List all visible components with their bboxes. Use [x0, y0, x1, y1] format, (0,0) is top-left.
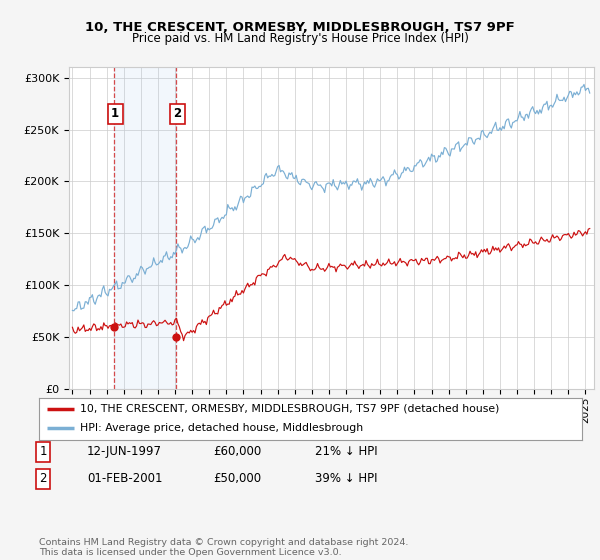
Text: Price paid vs. HM Land Registry's House Price Index (HPI): Price paid vs. HM Land Registry's House …: [131, 32, 469, 45]
Text: Contains HM Land Registry data © Crown copyright and database right 2024.
This d: Contains HM Land Registry data © Crown c…: [39, 538, 409, 557]
Text: 39% ↓ HPI: 39% ↓ HPI: [315, 472, 377, 486]
Text: HPI: Average price, detached house, Middlesbrough: HPI: Average price, detached house, Midd…: [80, 423, 363, 433]
Text: 2: 2: [40, 472, 47, 486]
Text: £60,000: £60,000: [213, 445, 261, 459]
Text: 01-FEB-2001: 01-FEB-2001: [87, 472, 163, 486]
Text: £50,000: £50,000: [213, 472, 261, 486]
Bar: [115, 67, 176, 389]
Text: 21% ↓ HPI: 21% ↓ HPI: [315, 445, 377, 459]
Text: 10, THE CRESCENT, ORMESBY, MIDDLESBROUGH, TS7 9PF (detached house): 10, THE CRESCENT, ORMESBY, MIDDLESBROUGH…: [80, 404, 499, 414]
Text: 12-JUN-1997: 12-JUN-1997: [87, 445, 162, 459]
Text: 1: 1: [111, 108, 119, 120]
Text: 1: 1: [40, 445, 47, 459]
Text: 2: 2: [173, 108, 181, 120]
Text: 10, THE CRESCENT, ORMESBY, MIDDLESBROUGH, TS7 9PF: 10, THE CRESCENT, ORMESBY, MIDDLESBROUGH…: [85, 21, 515, 34]
